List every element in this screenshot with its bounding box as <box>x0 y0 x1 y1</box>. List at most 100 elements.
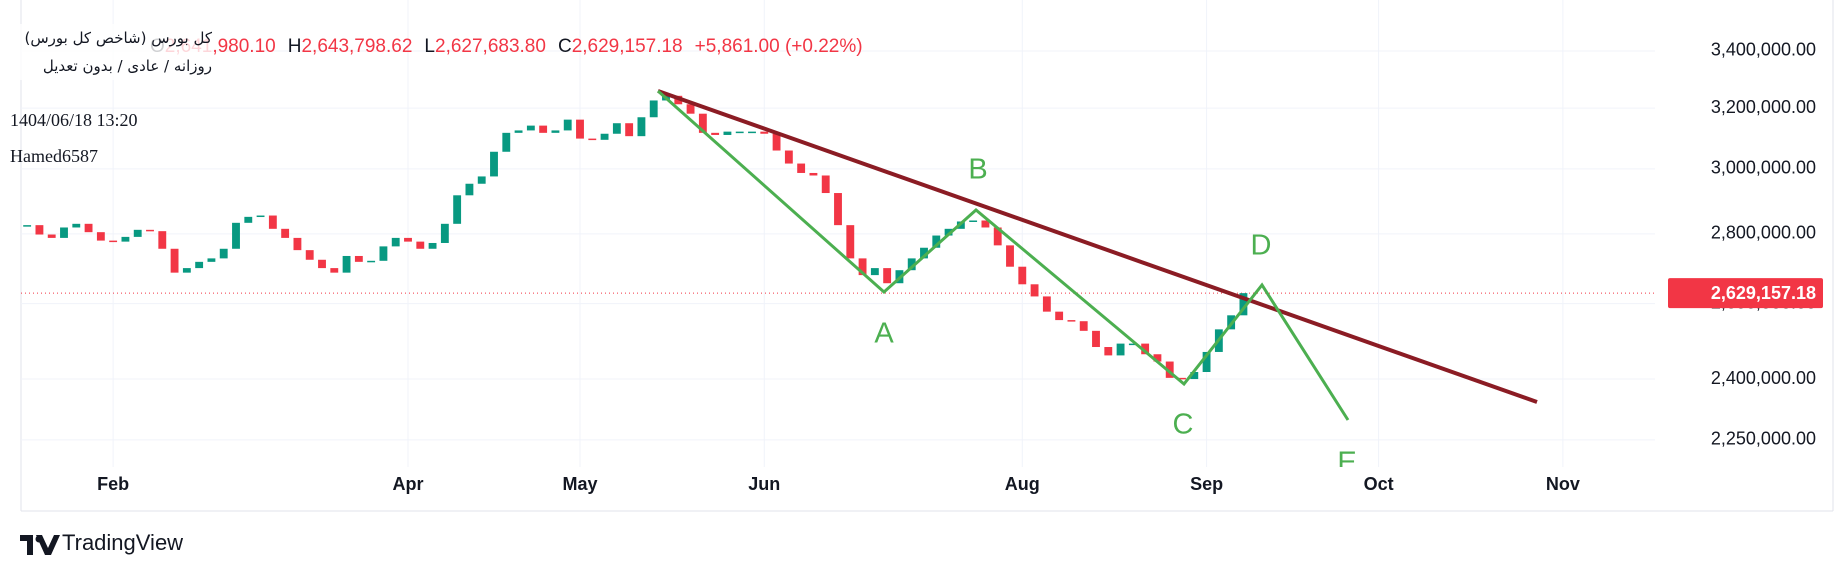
candle <box>1092 330 1100 348</box>
candle <box>526 125 535 131</box>
candle <box>1018 266 1027 285</box>
candle <box>514 130 523 133</box>
candle <box>232 222 240 249</box>
candle <box>907 258 916 271</box>
candle <box>1079 321 1088 331</box>
candle <box>1128 343 1137 346</box>
chart-title: کل بورس (شاخص کل بورس) <box>24 29 212 47</box>
candle <box>612 123 621 134</box>
wave-label: C <box>1173 409 1194 441</box>
candle <box>600 133 609 140</box>
candle <box>404 237 412 242</box>
candle <box>268 215 277 229</box>
candle <box>870 268 879 276</box>
candle <box>576 119 584 139</box>
legend-key: C <box>557 36 572 57</box>
candle <box>834 193 842 226</box>
y-tick-label: 2,800,000.00 <box>1711 223 1816 243</box>
candle <box>760 131 769 134</box>
candle <box>1165 361 1174 378</box>
candle <box>735 131 744 134</box>
candle <box>502 132 511 152</box>
candle <box>993 227 1002 246</box>
legend-key: L <box>424 36 435 57</box>
logo-dot <box>35 535 43 543</box>
candle <box>809 172 818 176</box>
legend-key: H <box>287 36 302 57</box>
candle <box>551 130 560 133</box>
x-tick-label: Oct <box>1364 474 1394 494</box>
candle <box>1178 377 1186 380</box>
candle <box>47 234 56 238</box>
candle <box>1067 320 1076 322</box>
x-tick-label: Apr <box>393 474 424 494</box>
legend-value: 2,643,798.62 <box>301 36 413 57</box>
candle <box>477 176 486 184</box>
candle <box>281 228 290 238</box>
candle <box>797 163 806 173</box>
logo-icon <box>20 535 60 555</box>
candle <box>1190 371 1199 380</box>
candle <box>244 216 253 223</box>
axes: 2,250,000.002,400,000.002,600,000.002,80… <box>97 40 1823 494</box>
candle <box>1104 347 1113 356</box>
candle <box>146 229 154 232</box>
y-tick-label: 3,200,000.00 <box>1711 97 1816 117</box>
ohlc-legend: O2,641,980.10H2,643,798.62L2,627,683.80C… <box>150 36 863 58</box>
candle <box>121 236 130 242</box>
y-tick-label: 3,400,000.00 <box>1711 40 1816 60</box>
candle <box>920 247 928 259</box>
candle <box>858 258 867 276</box>
candle <box>195 261 204 269</box>
candle <box>883 268 892 284</box>
candle <box>305 250 314 260</box>
candle <box>1141 343 1150 355</box>
candle <box>416 241 425 249</box>
y-tick-label: 3,000,000.00 <box>1711 158 1816 178</box>
candle <box>784 150 793 164</box>
candles <box>23 95 1248 380</box>
candle <box>354 255 363 262</box>
candle <box>969 220 978 222</box>
candle <box>1042 296 1051 312</box>
candle <box>1239 293 1248 316</box>
candle <box>219 248 228 259</box>
candle <box>84 223 93 233</box>
candle <box>539 125 548 133</box>
candle <box>1030 284 1039 297</box>
candle <box>698 113 707 133</box>
legend-change: +5,861.00 (+0.22%) <box>694 36 863 57</box>
candle <box>96 232 105 241</box>
candle <box>711 132 720 135</box>
candle <box>342 255 351 273</box>
candle <box>490 151 498 177</box>
logo <box>20 535 60 555</box>
candle <box>330 268 339 273</box>
candle <box>748 131 756 134</box>
candle <box>23 225 32 227</box>
candle <box>453 195 462 224</box>
candle <box>428 242 437 249</box>
x-tick-label: Aug <box>1005 474 1040 494</box>
candle <box>846 225 855 259</box>
candle <box>981 220 990 228</box>
candle <box>563 119 572 131</box>
brand: TradingView <box>62 530 184 555</box>
symbol-box: کل بورس (شاخص کل بورس) روزانه / عادی / ب… <box>6 24 212 80</box>
candle <box>170 248 179 273</box>
candle <box>379 246 388 261</box>
y-tick-label: 2,400,000.00 <box>1711 368 1816 388</box>
candle <box>1116 343 1125 356</box>
candle <box>1055 311 1064 321</box>
x-tick-label: May <box>562 474 597 494</box>
wave-label: E <box>1337 447 1356 479</box>
wave-label: D <box>1251 230 1272 262</box>
author: Hamed6587 <box>10 146 98 166</box>
legend-value: 2,629,157.18 <box>571 36 683 57</box>
candle <box>637 117 646 137</box>
trend-line <box>657 89 1538 404</box>
x-tick-label: Feb <box>97 474 129 494</box>
wave-label: A <box>874 318 894 350</box>
